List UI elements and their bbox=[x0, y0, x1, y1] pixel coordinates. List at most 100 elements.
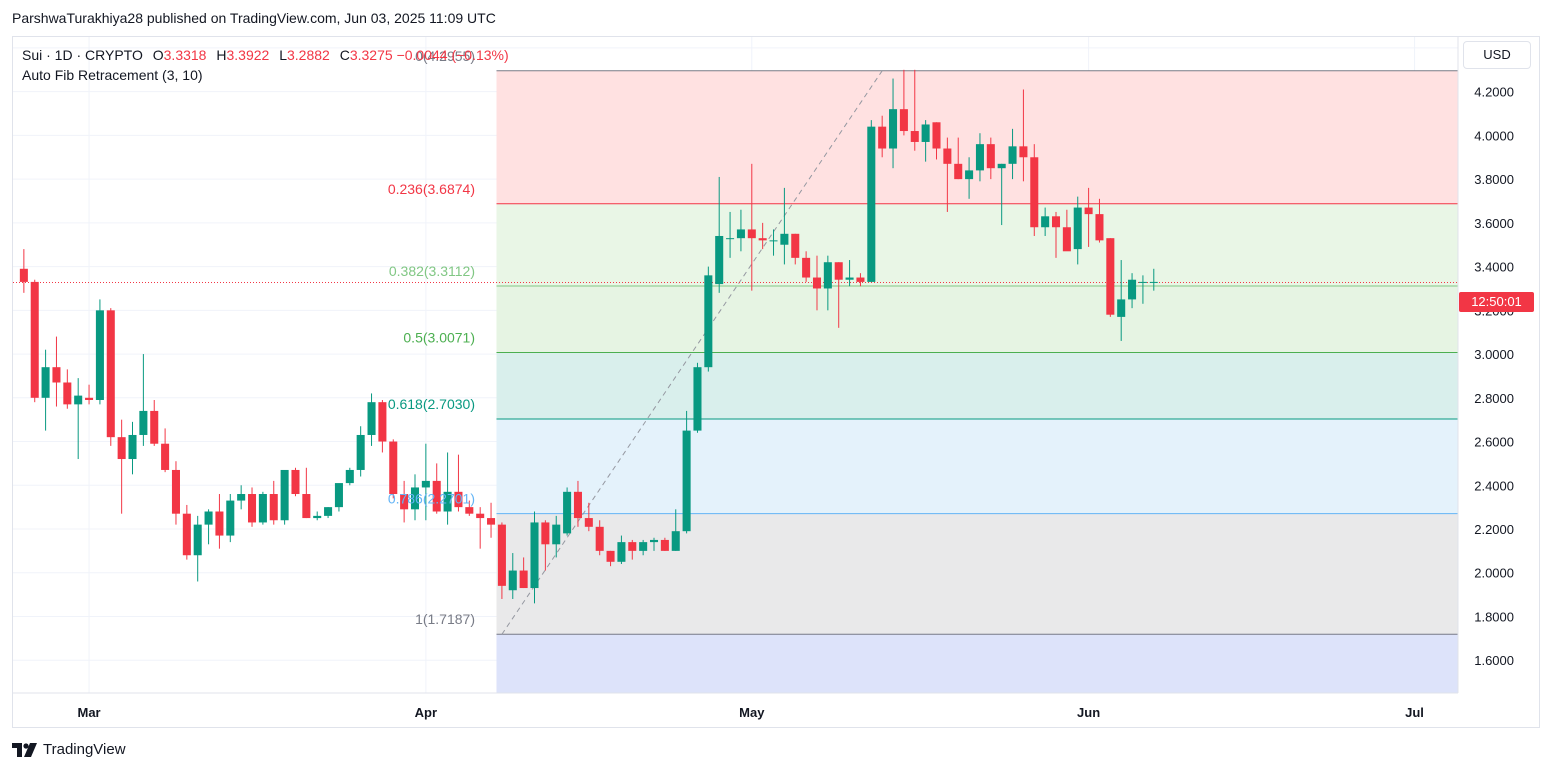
candle bbox=[606, 550, 615, 567]
close-label: C bbox=[339, 47, 350, 63]
candle bbox=[74, 378, 83, 460]
candle bbox=[1008, 128, 1017, 180]
candle bbox=[954, 137, 963, 180]
candle-body bbox=[1041, 216, 1050, 228]
time-tick-label: May bbox=[739, 705, 765, 720]
price-tick-label: 4.2000 bbox=[1474, 85, 1514, 100]
candle bbox=[410, 474, 420, 521]
candle bbox=[215, 494, 224, 549]
open-value: 3.3318 bbox=[163, 47, 207, 63]
candle bbox=[95, 299, 104, 405]
candle-body bbox=[1117, 299, 1126, 317]
candle-body bbox=[30, 281, 39, 398]
candle-body bbox=[237, 494, 246, 501]
chart-frame[interactable] bbox=[12, 36, 1540, 728]
candle bbox=[204, 509, 213, 545]
candle-body bbox=[1106, 238, 1115, 315]
candle bbox=[791, 233, 800, 265]
candle bbox=[584, 502, 593, 532]
tradingview-logo[interactable]: TradingView bbox=[12, 741, 126, 758]
candle-body bbox=[726, 238, 735, 240]
symbol-label: Sui · 1D · CRYPTO bbox=[22, 47, 143, 63]
candle-body bbox=[269, 494, 278, 521]
candle-body bbox=[617, 542, 626, 562]
candle bbox=[63, 369, 72, 409]
candle bbox=[921, 120, 930, 162]
candle-body bbox=[313, 515, 322, 519]
candle-body bbox=[280, 469, 289, 521]
candle-body bbox=[215, 511, 224, 536]
candle bbox=[1149, 268, 1158, 291]
price-tick-label: 2.2000 bbox=[1474, 522, 1514, 537]
fib-zone-0 bbox=[496, 70, 1459, 204]
candle bbox=[117, 419, 126, 514]
brand-name: TradingView bbox=[43, 741, 126, 758]
candle bbox=[965, 157, 974, 199]
candle-body bbox=[845, 277, 854, 280]
candle-body bbox=[74, 395, 83, 405]
candle-body bbox=[497, 524, 506, 586]
candle-body bbox=[63, 382, 72, 405]
candle bbox=[1073, 196, 1082, 265]
change-value: −0.0044 (−0.13%) bbox=[396, 47, 509, 63]
fib-trend-line bbox=[13, 70, 1458, 635]
candle bbox=[280, 469, 289, 525]
candle-body bbox=[161, 443, 170, 470]
candle-body bbox=[910, 131, 919, 142]
fib-label-0.382: 0.382(3.3112) bbox=[389, 263, 475, 279]
candle bbox=[617, 535, 626, 564]
fib-label-0.786: 0.786(2.2701) bbox=[388, 491, 475, 507]
fib-zone-0.618 bbox=[496, 419, 1459, 514]
candle-body bbox=[334, 483, 343, 508]
candle bbox=[812, 255, 822, 311]
price-tick-label: 3.0000 bbox=[1474, 347, 1514, 362]
candle bbox=[1106, 238, 1115, 317]
fib-zones bbox=[496, 70, 1459, 693]
candle-body bbox=[584, 518, 593, 527]
currency-button[interactable]: USD bbox=[1463, 41, 1531, 69]
fib-label-0: 0(4.2955) bbox=[415, 48, 475, 64]
candle bbox=[834, 262, 843, 328]
fib-label-0.236: 0.236(3.6874) bbox=[388, 181, 475, 197]
candle bbox=[1128, 273, 1137, 309]
candle-body bbox=[95, 310, 104, 400]
candle-body bbox=[139, 410, 148, 435]
candle bbox=[975, 133, 984, 182]
candle-body bbox=[606, 550, 615, 562]
fib-zone-0.5 bbox=[496, 352, 1459, 420]
candle-body bbox=[291, 469, 300, 495]
time-tick-label: Apr bbox=[415, 705, 437, 720]
fib-zone-0.382 bbox=[496, 286, 1459, 353]
candle-body bbox=[454, 491, 463, 508]
candle-body bbox=[193, 524, 202, 556]
candle-body bbox=[791, 233, 800, 258]
candle bbox=[291, 467, 300, 497]
low-value: 3.2882 bbox=[287, 47, 330, 63]
candle-body bbox=[682, 430, 691, 532]
candle-body bbox=[780, 233, 789, 245]
candle bbox=[193, 515, 202, 582]
candle-body bbox=[943, 148, 952, 164]
candle bbox=[324, 507, 333, 519]
indicator-label[interactable]: Auto Fib Retracement (3, 10) bbox=[22, 67, 203, 83]
candle-body bbox=[889, 109, 898, 149]
candle-body bbox=[1095, 214, 1104, 241]
candle-body bbox=[421, 480, 430, 488]
price-tick-label: 2.0000 bbox=[1474, 566, 1514, 581]
candle-body bbox=[1030, 157, 1039, 228]
candle bbox=[1051, 211, 1061, 258]
candle-body bbox=[541, 522, 550, 545]
candle-body bbox=[932, 122, 941, 149]
candle-body bbox=[19, 268, 28, 282]
candle-body bbox=[367, 402, 376, 435]
fib-zone-0.786 bbox=[496, 513, 1459, 635]
candle-body bbox=[812, 277, 822, 289]
candle bbox=[367, 393, 376, 446]
candle bbox=[1084, 187, 1093, 247]
candle-body bbox=[182, 513, 191, 556]
candle-body bbox=[1149, 281, 1158, 283]
candle bbox=[769, 229, 778, 256]
publisher-header: ParshwaTurakhiya28 published on TradingV… bbox=[12, 10, 496, 26]
candle bbox=[41, 349, 50, 431]
